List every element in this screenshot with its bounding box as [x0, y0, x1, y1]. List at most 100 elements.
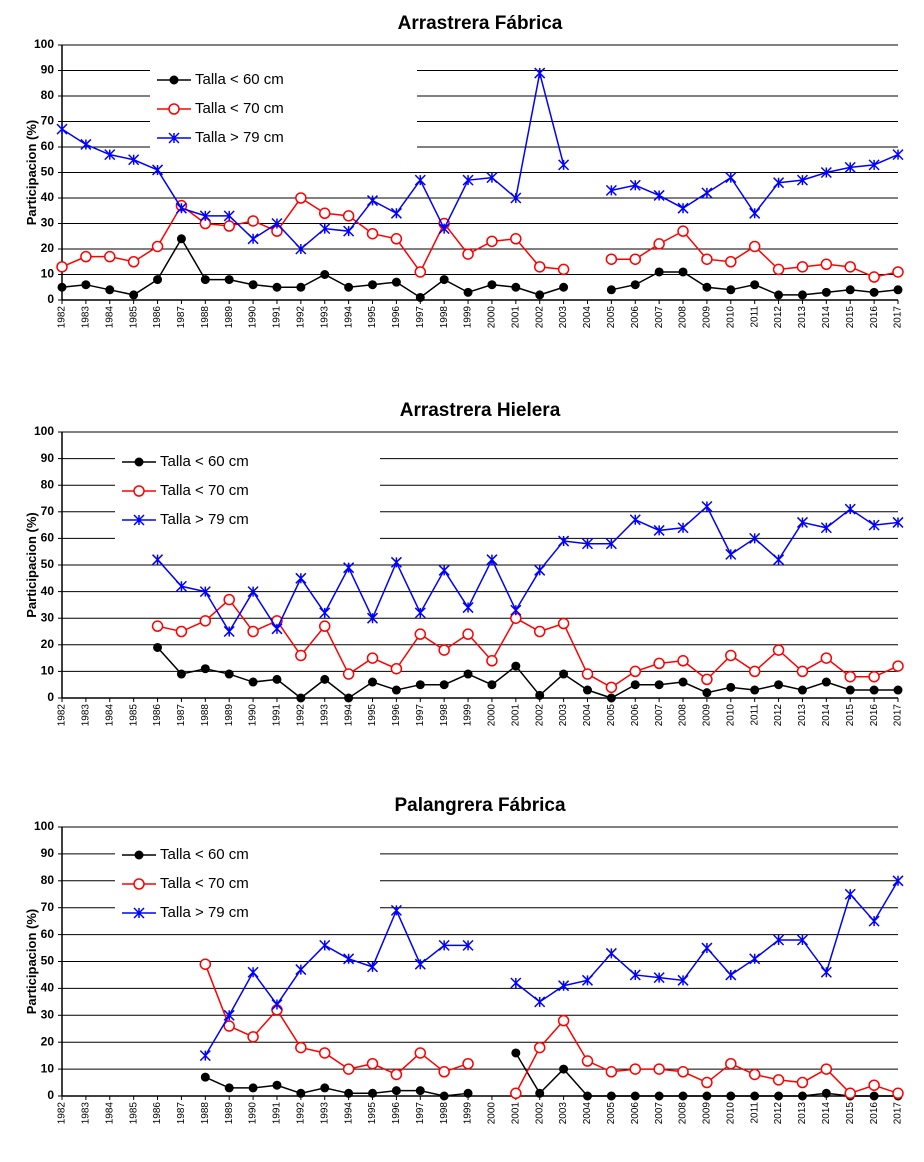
- marker: [869, 287, 879, 297]
- marker: [581, 1055, 594, 1067]
- marker: [247, 966, 259, 978]
- y-tick-label: 60: [41, 531, 55, 545]
- marker: [200, 664, 210, 674]
- marker: [271, 623, 283, 635]
- chart-title: Palangrera Fábrica: [394, 795, 566, 816]
- marker: [677, 1066, 689, 1078]
- x-tick-label: 1982: [57, 1102, 68, 1125]
- x-tick-label: 2013: [797, 306, 808, 329]
- marker: [320, 270, 330, 279]
- marker: [463, 1088, 473, 1098]
- marker: [223, 593, 235, 606]
- x-tick-label: 2003: [558, 704, 569, 727]
- marker: [247, 1031, 259, 1043]
- marker: [248, 677, 258, 687]
- x-tick-label: 1983: [81, 704, 92, 727]
- marker: [271, 217, 283, 230]
- y-tick-label: 80: [41, 873, 55, 887]
- marker: [414, 628, 427, 640]
- x-tick-label: 1986: [152, 306, 163, 329]
- marker: [605, 681, 618, 694]
- marker: [133, 878, 145, 890]
- marker: [893, 685, 903, 695]
- x-tick-label: 2016: [869, 306, 880, 329]
- marker: [439, 680, 449, 690]
- series-line: [156, 646, 898, 699]
- marker: [438, 223, 450, 235]
- x-tick-label: 2007: [654, 1102, 665, 1125]
- marker: [820, 1063, 833, 1075]
- marker: [892, 875, 904, 887]
- marker: [606, 285, 616, 295]
- marker: [390, 556, 402, 568]
- marker: [750, 685, 760, 695]
- marker: [81, 280, 91, 290]
- marker: [581, 974, 594, 986]
- marker: [486, 655, 498, 667]
- marker: [605, 947, 617, 959]
- marker: [295, 572, 307, 584]
- marker: [869, 1091, 879, 1101]
- x-tick-label: 2014: [821, 306, 832, 329]
- marker: [510, 192, 522, 204]
- x-tick-label: 2012: [773, 704, 784, 727]
- marker: [774, 680, 784, 690]
- marker: [153, 642, 163, 652]
- x-tick-label: 1994: [343, 1102, 354, 1125]
- marker: [557, 617, 570, 630]
- marker: [438, 564, 450, 576]
- marker: [677, 225, 689, 237]
- marker: [199, 586, 211, 598]
- x-tick-label: 2008: [678, 704, 689, 727]
- y-tick-label: 0: [47, 690, 54, 704]
- marker: [438, 939, 450, 951]
- x-tick-label: 2000: [487, 306, 498, 329]
- x-tick-label: 1994: [343, 704, 354, 727]
- marker: [606, 693, 616, 703]
- marker: [629, 253, 642, 265]
- x-tick-label: 1985: [128, 306, 139, 329]
- marker: [439, 275, 449, 285]
- y-tick-label: 70: [41, 114, 55, 128]
- marker: [415, 680, 425, 690]
- marker: [133, 485, 145, 497]
- x-tick-label: 2017: [893, 1102, 904, 1125]
- marker: [414, 266, 427, 278]
- marker: [702, 282, 712, 292]
- marker: [343, 225, 355, 237]
- marker: [344, 282, 354, 292]
- marker: [844, 670, 856, 683]
- marker: [820, 652, 833, 664]
- marker: [247, 625, 259, 638]
- marker: [151, 240, 164, 253]
- marker: [677, 202, 689, 214]
- x-tick-label: 2014: [821, 1102, 832, 1125]
- y-tick-label: 40: [41, 981, 55, 995]
- y-axis-label: Participacion (%): [24, 512, 39, 617]
- marker: [725, 1057, 737, 1070]
- marker: [368, 677, 378, 687]
- marker: [57, 282, 67, 292]
- marker: [797, 685, 807, 695]
- marker: [868, 271, 880, 283]
- x-tick-label: 1997: [415, 306, 426, 329]
- marker: [462, 602, 474, 614]
- marker: [535, 690, 545, 700]
- marker: [748, 665, 761, 678]
- marker: [391, 277, 401, 287]
- x-tick-label: 2005: [606, 306, 617, 329]
- marker: [510, 604, 522, 616]
- marker: [200, 1072, 210, 1082]
- x-tick-label: 2001: [510, 704, 521, 727]
- y-tick-label: 50: [41, 165, 55, 179]
- x-tick-label: 1982: [57, 306, 68, 329]
- marker: [320, 1083, 330, 1093]
- y-tick-label: 90: [41, 63, 55, 77]
- marker: [295, 243, 307, 255]
- marker: [56, 261, 68, 273]
- chart-title: Arrastrera Hielera: [400, 400, 561, 421]
- marker: [129, 290, 139, 300]
- marker: [653, 238, 665, 250]
- y-tick-label: 30: [41, 1007, 55, 1021]
- marker: [295, 1041, 307, 1054]
